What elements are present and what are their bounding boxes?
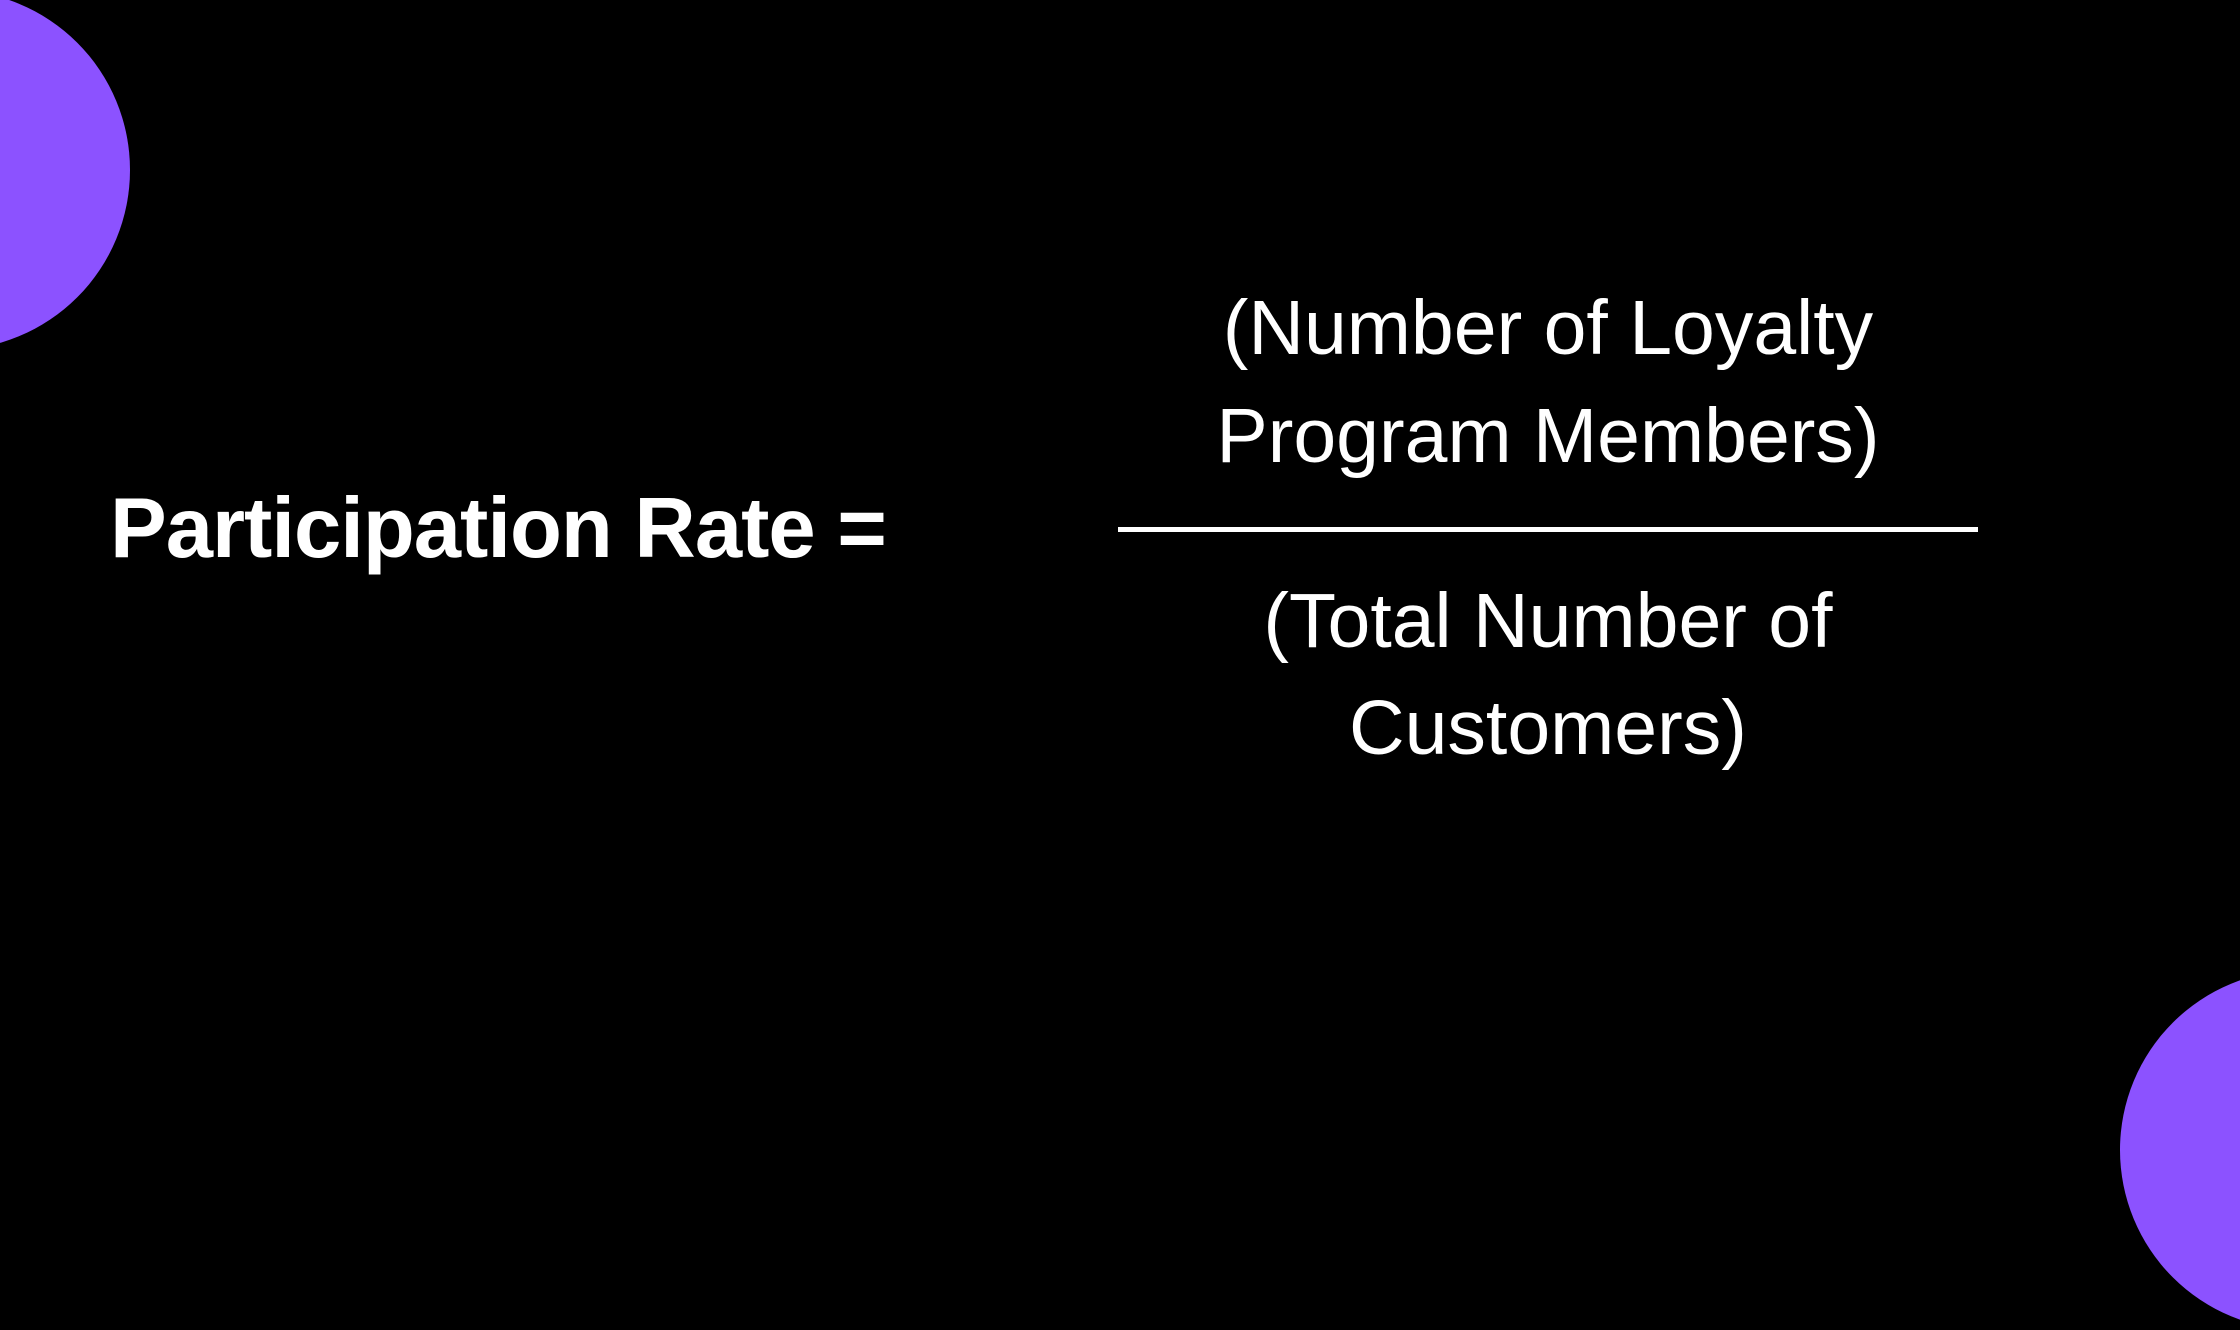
numerator-line-2: Program Members) (1216, 383, 1879, 491)
decor-circle-bottom-right (2120, 970, 2240, 1330)
formula-fraction: (Number of Loyalty Program Members) (Tot… (966, 275, 2130, 783)
formula-label: Participation Rate = (110, 480, 886, 578)
numerator-line-1: (Number of Loyalty (1216, 275, 1879, 383)
denominator-line-2: Customers) (1263, 675, 1832, 783)
denominator-line-1: (Total Number of (1263, 568, 1832, 676)
formula-container: Participation Rate = (Number of Loyalty … (110, 275, 2130, 783)
fraction-bar (1118, 527, 1978, 532)
formula-denominator: (Total Number of Customers) (1263, 568, 1832, 784)
formula-numerator: (Number of Loyalty Program Members) (1216, 275, 1879, 491)
